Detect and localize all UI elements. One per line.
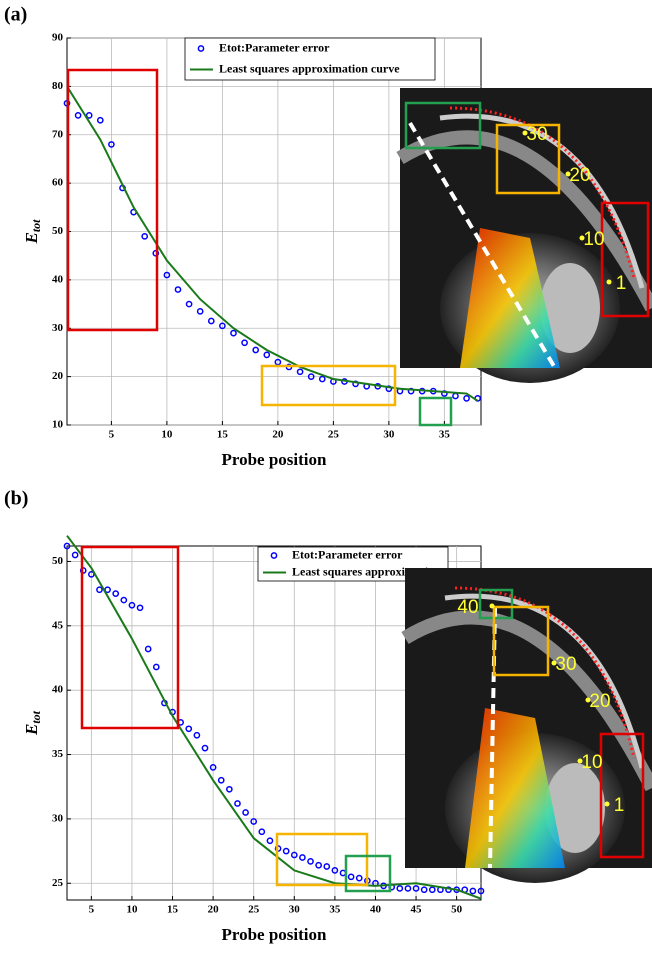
inset-label: 10 <box>583 229 604 250</box>
x-axis-label: Probe position <box>221 450 327 469</box>
x-tick-label: 15 <box>167 904 179 916</box>
x-tick-label: 20 <box>272 429 284 441</box>
x-tick-label: 20 <box>208 904 220 916</box>
inset-marker <box>607 280 612 285</box>
y-tick-label: 50 <box>52 225 64 237</box>
inset-label: 1 <box>616 273 627 294</box>
inset-label: 30 <box>526 124 547 145</box>
y-tick-label: 35 <box>52 748 64 760</box>
legend-label: Etot:Parameter error <box>219 40 330 54</box>
x-tick-label: 35 <box>439 429 451 441</box>
y-axis-label-sub: tot <box>29 219 43 232</box>
y-tick-label: 10 <box>52 419 64 431</box>
x-tick-label: 30 <box>383 429 395 441</box>
y-tick-label: 50 <box>52 555 64 567</box>
legend-label: Least squares approximation curve <box>219 61 400 75</box>
inset-label: 20 <box>589 691 610 712</box>
x-tick-label: 30 <box>289 904 301 916</box>
y-tick-label: 30 <box>52 322 64 334</box>
x-tick-label: 10 <box>126 904 138 916</box>
y-tick-label: 20 <box>52 370 64 382</box>
inset-label: 10 <box>581 752 602 773</box>
x-tick-label: 25 <box>328 429 340 441</box>
x-tick-label: 50 <box>451 904 463 916</box>
x-tick-label: 5 <box>89 904 95 916</box>
panel-label: (a) <box>4 4 27 26</box>
x-tick-label: 5 <box>109 429 115 441</box>
inset-label: 30 <box>555 654 576 675</box>
y-tick-label: 45 <box>52 619 64 631</box>
inset-image: 30 20 10 1 <box>400 88 652 383</box>
x-tick-label: 40 <box>370 904 382 916</box>
figure: (a)1020304050607080905101520253035Probe … <box>0 0 652 973</box>
y-axis-label-main: E <box>22 232 41 244</box>
legend-label: Etot:Parameter error <box>292 547 403 561</box>
y-axis-label: Etot <box>22 710 43 736</box>
inset-label: 1 <box>614 795 625 816</box>
x-tick-label: 25 <box>248 904 260 916</box>
x-tick-label: 10 <box>161 429 173 441</box>
y-tick-label: 60 <box>52 177 64 189</box>
inset-marker <box>605 802 610 807</box>
x-tick-label: 45 <box>411 904 423 916</box>
y-tick-label: 80 <box>52 80 64 92</box>
y-axis-label: Etot <box>22 219 43 245</box>
inset-label: 40 <box>457 597 478 618</box>
panel-label: (b) <box>4 488 28 510</box>
y-tick-label: 40 <box>52 273 64 285</box>
inset-image: 40 30 20 10 1 <box>405 568 652 883</box>
x-tick-label: 15 <box>217 429 229 441</box>
y-tick-label: 70 <box>52 128 64 140</box>
inset-marker <box>490 604 495 609</box>
inset-label: 20 <box>569 165 590 186</box>
x-tick-label: 35 <box>329 904 341 916</box>
x-axis-label: Probe position <box>221 925 327 944</box>
y-tick-label: 25 <box>52 877 64 889</box>
y-axis-label-main: E <box>22 724 41 736</box>
y-tick-label: 90 <box>52 32 64 44</box>
y-tick-label: 40 <box>52 684 64 696</box>
y-axis-label-sub: tot <box>29 710 43 723</box>
y-tick-label: 30 <box>52 812 64 824</box>
